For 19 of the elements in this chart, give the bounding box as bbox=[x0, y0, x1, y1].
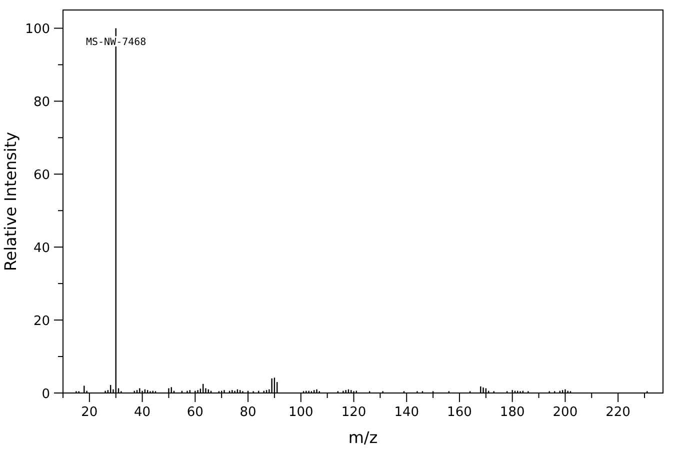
x-tick-label: 180 bbox=[500, 405, 525, 420]
x-tick-label: 40 bbox=[134, 405, 151, 420]
y-tick-label: 100 bbox=[25, 22, 50, 38]
y-tick-label: 80 bbox=[33, 95, 50, 110]
y-tick-label: 0 bbox=[42, 387, 50, 402]
x-tick-label: 120 bbox=[341, 405, 366, 420]
x-tick-label: 220 bbox=[606, 405, 630, 420]
x-tick-label: 140 bbox=[394, 405, 420, 420]
x-tick-label: 200 bbox=[552, 405, 578, 420]
y-tick-label: 20 bbox=[33, 314, 50, 330]
x-axis-title: m/z bbox=[348, 428, 378, 447]
y-tick-label: 40 bbox=[33, 241, 50, 256]
x-tick-label: 60 bbox=[186, 405, 204, 420]
x-tick-label: 80 bbox=[240, 405, 256, 420]
x-tick-label: 20 bbox=[81, 405, 98, 420]
x-tick-label: 160 bbox=[447, 405, 472, 420]
x-tick-label: 100 bbox=[288, 405, 314, 420]
y-axis-title: Relative Intensity bbox=[1, 132, 20, 272]
y-tick-label: 60 bbox=[33, 168, 50, 184]
